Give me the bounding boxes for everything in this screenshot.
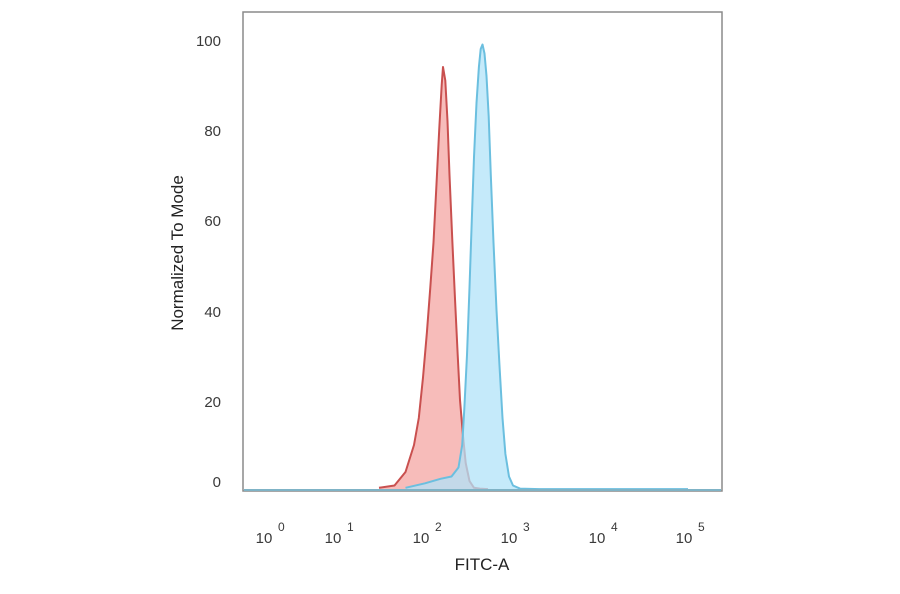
y-axis-title: Normalized To Mode xyxy=(168,175,187,331)
x-tick-label: 10 xyxy=(413,530,430,547)
y-tick-label: 0 xyxy=(213,474,221,491)
series-line-1 xyxy=(405,43,688,491)
x-tick-label: 10 xyxy=(501,530,518,547)
x-axis-title: FITC-A xyxy=(455,555,510,574)
x-tick-label: 10 xyxy=(676,530,693,547)
x-axis-ticks: 10 0 10 1 10 2 10 3 10 4 10 5 xyxy=(256,520,705,547)
y-axis-ticks: 0 20 40 60 80 100 xyxy=(196,33,221,491)
x-tick-label: 10 xyxy=(325,530,342,547)
y-tick-label: 40 xyxy=(204,304,221,321)
x-tick-exponent: 1 xyxy=(347,520,354,534)
x-tick-exponent: 5 xyxy=(698,520,705,534)
y-tick-label: 60 xyxy=(204,213,221,230)
x-tick-label: 10 xyxy=(256,530,273,547)
x-tick-exponent: 0 xyxy=(278,520,285,534)
series-area-1 xyxy=(405,44,688,490)
y-tick-label: 80 xyxy=(204,123,221,140)
x-tick-label: 10 xyxy=(589,530,606,547)
x-tick-exponent: 4 xyxy=(611,520,618,534)
series-area-0 xyxy=(379,67,488,490)
x-tick-exponent: 3 xyxy=(523,520,530,534)
y-tick-label: 20 xyxy=(204,394,221,411)
y-tick-label: 100 xyxy=(196,33,221,50)
series-layer xyxy=(378,43,688,491)
x-tick-exponent: 2 xyxy=(435,520,442,534)
